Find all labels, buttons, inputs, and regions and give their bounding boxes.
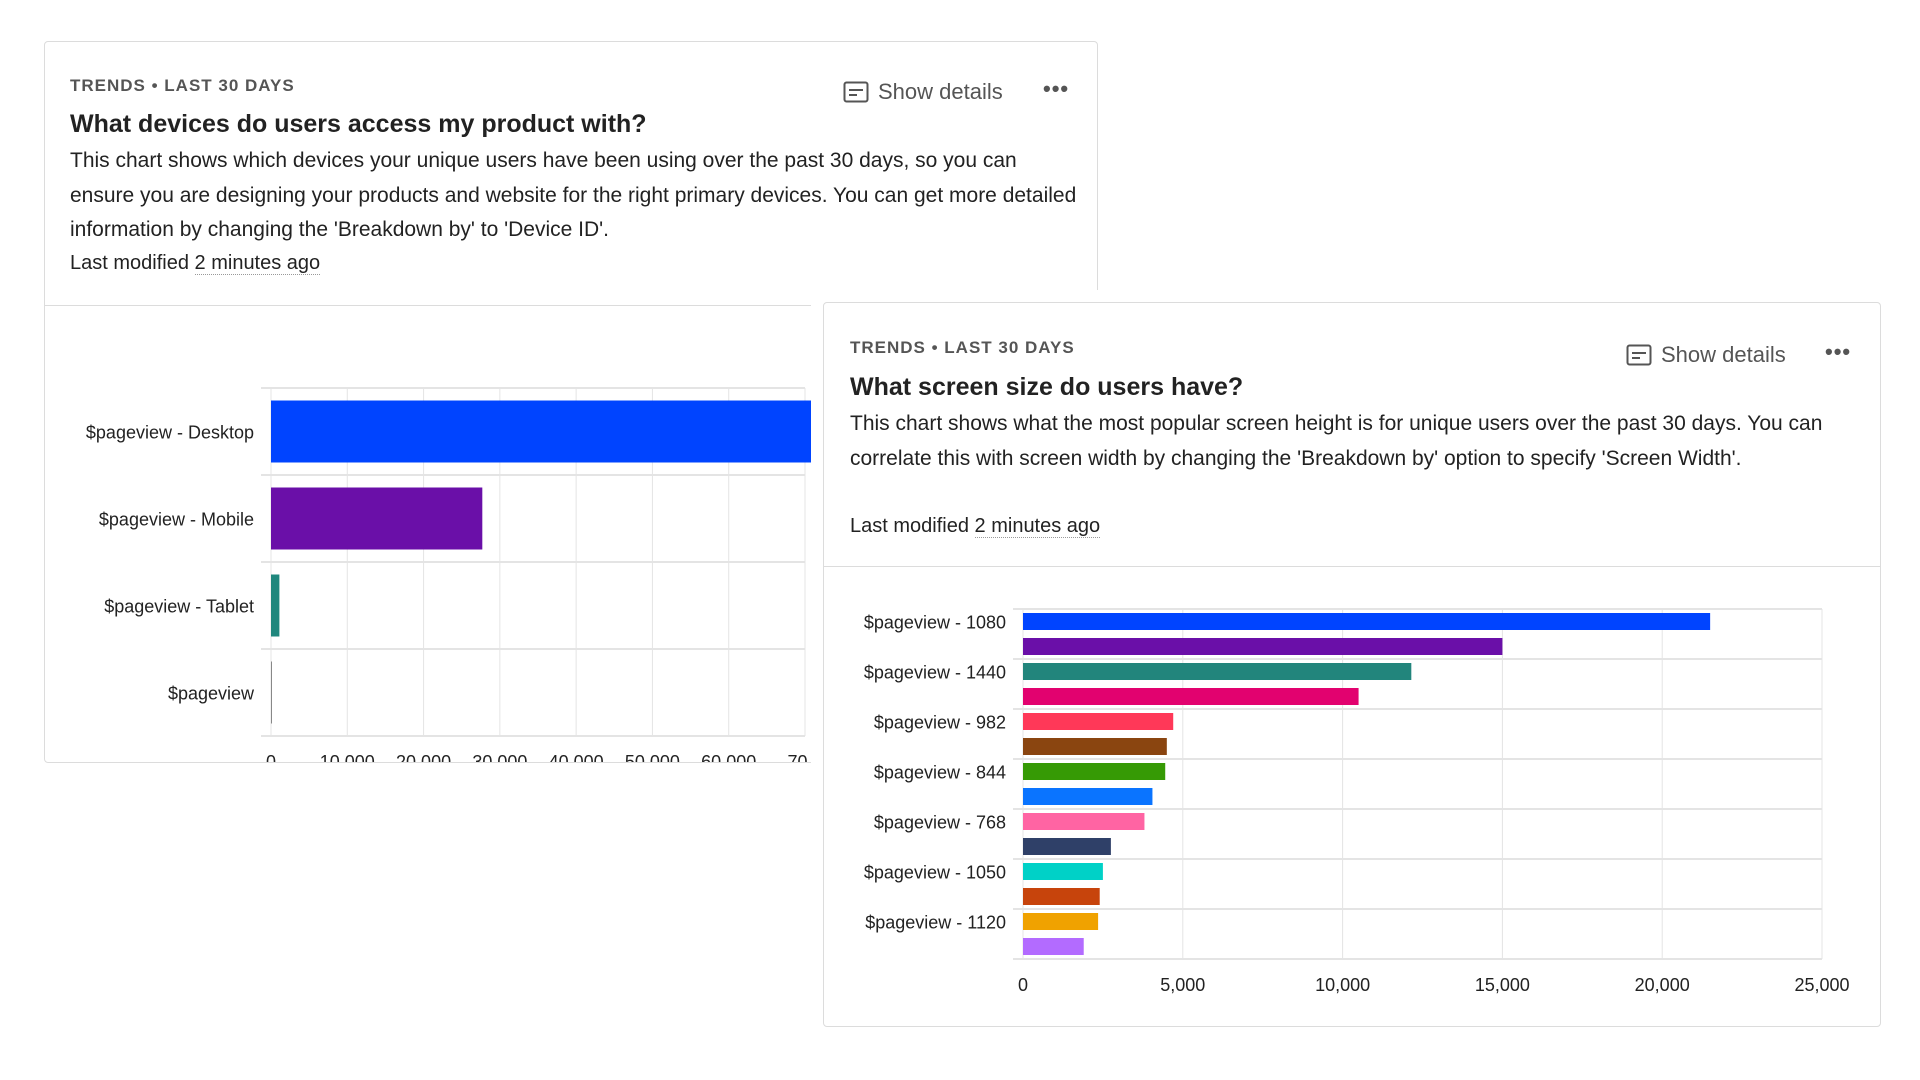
card-description: This chart shows what the most popular s…	[850, 412, 1823, 470]
x-tick-label: 0	[1018, 975, 1028, 995]
x-tick-label: 0	[266, 752, 276, 762]
card-header: TRENDS • LAST 30 DAYS Show details ••• W…	[45, 42, 1097, 306]
show-details-label: Show details	[878, 79, 1003, 104]
last-modified: Last modified 2 minutes ago	[70, 252, 321, 275]
card-title: What devices do users access my product …	[70, 110, 647, 138]
x-tick-label: 20,000	[1635, 975, 1690, 995]
x-tick-label: 10,000	[1315, 975, 1370, 995]
bar	[1023, 888, 1100, 905]
bar	[1023, 913, 1099, 930]
x-tick-label: 15,000	[1475, 975, 1530, 995]
insight-card-screen-size: TRENDS • LAST 30 DAYS Show details ••• W…	[823, 302, 1881, 1027]
last-modified-label: Last modified	[70, 252, 189, 274]
screen-size-bar-chart: 0 5,000 10,000 15,000 20,000 25,000 $pageview …	[864, 608, 1850, 995]
last-modified-value[interactable]: 2 minutes ago	[194, 252, 321, 275]
last-modified: Last modified 2 minutes ago	[850, 515, 1101, 538]
category-label: $pageview - 768	[874, 813, 1006, 833]
bar	[1023, 763, 1166, 780]
details-icon	[843, 81, 869, 103]
show-details-button[interactable]: Show details	[843, 79, 1003, 105]
devices-bar-chart: 0 10,000 20,000 30,000 40,000 50,000 60,000 70,…	[86, 387, 823, 762]
x-tick-label: 5,000	[1160, 975, 1205, 995]
x-tick-label: 20,000	[396, 752, 451, 762]
category-label: $pageview - 1080	[864, 613, 1006, 633]
x-tick-label: 30,000	[472, 752, 527, 762]
category-label: $pageview - 1120	[865, 913, 1006, 933]
card-header: TRENDS • LAST 30 DAYS Show details ••• W…	[824, 303, 1880, 567]
bar	[1023, 838, 1111, 855]
x-tick-label: 40,000	[549, 752, 604, 762]
category-label: $pageview - 844	[874, 763, 1006, 783]
ellipsis-icon[interactable]: •••	[1043, 76, 1070, 101]
card-description: This chart shows which devices your uniq…	[70, 149, 1077, 241]
category-label: $pageview - 1050	[864, 863, 1006, 883]
last-modified-label: Last modified	[850, 515, 969, 537]
card-title: What screen size do users have?	[850, 373, 1244, 401]
card-kicker: TRENDS • LAST 30 DAYS	[70, 76, 295, 95]
details-icon	[1626, 344, 1652, 366]
bar	[1023, 613, 1711, 630]
bar	[271, 400, 812, 463]
bar	[1023, 638, 1503, 655]
bar	[271, 661, 272, 724]
bar	[1023, 938, 1084, 955]
show-details-label: Show details	[1661, 342, 1786, 367]
x-tick-label: 50,000	[625, 752, 680, 762]
card-kicker: TRENDS • LAST 30 DAYS	[850, 338, 1075, 357]
category-label: $pageview - Tablet	[104, 597, 254, 617]
x-tick-label: 60,000	[701, 752, 756, 762]
category-label: $pageview - Desktop	[86, 423, 254, 443]
bar	[1023, 788, 1153, 805]
x-tick-label: 10,000	[320, 752, 375, 762]
x-tick-label: 70,0	[787, 752, 822, 762]
category-label: $pageview - Mobile	[99, 510, 254, 530]
category-label: $pageview - 1440	[864, 663, 1006, 683]
show-details-button[interactable]: Show details	[1626, 342, 1786, 368]
category-label: $pageview - 982	[874, 713, 1006, 733]
bar	[1023, 663, 1412, 680]
last-modified-value[interactable]: 2 minutes ago	[974, 515, 1101, 538]
ellipsis-icon[interactable]: •••	[1825, 339, 1852, 364]
bar	[1023, 713, 1174, 730]
category-label: $pageview	[168, 684, 255, 704]
bar	[1023, 813, 1145, 830]
bar	[271, 487, 483, 550]
bar	[1023, 738, 1167, 755]
bar	[1023, 863, 1103, 880]
x-tick-label: 25,000	[1794, 975, 1849, 995]
bar	[271, 574, 280, 637]
bar	[1023, 688, 1359, 705]
